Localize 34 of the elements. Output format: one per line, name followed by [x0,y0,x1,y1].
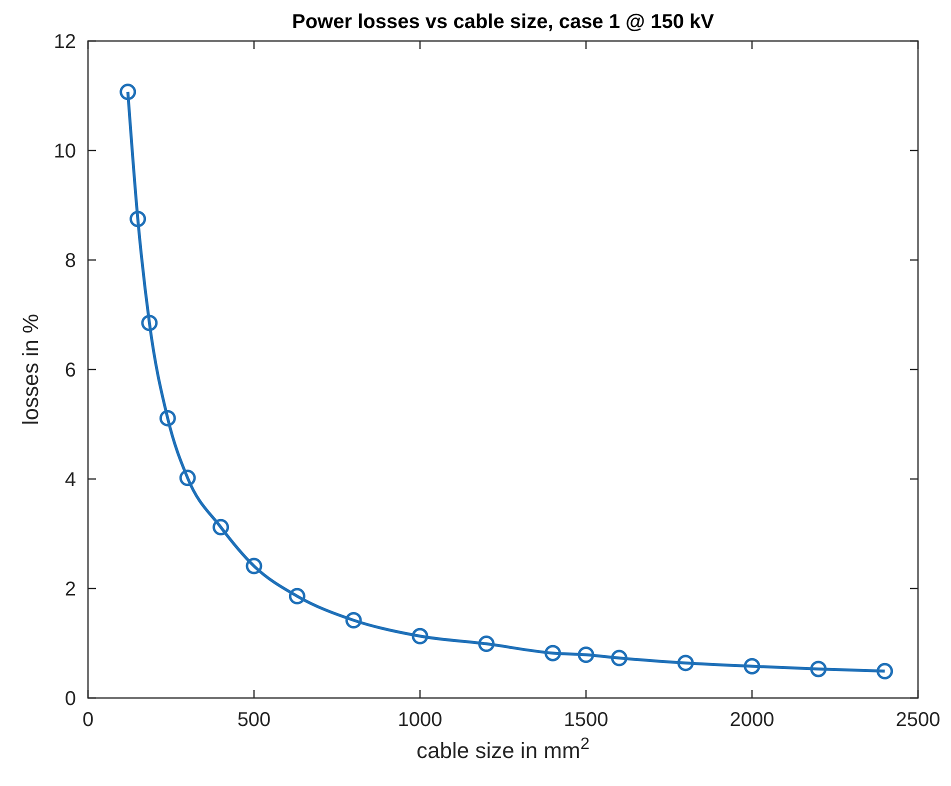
y-tick-label: 8 [64,250,76,272]
y-axis-title: losses in % [18,314,43,426]
point [246,558,262,574]
point [345,612,362,629]
point [744,658,760,674]
y-tick-label: 6 [64,360,76,382]
point [212,518,230,536]
point [130,210,146,228]
point [610,650,628,666]
point [159,410,176,426]
point [544,644,562,662]
y-tick-label: 4 [64,469,76,491]
point [677,654,694,672]
x-tick-label: 500 [237,709,271,731]
y-tick-label: 12 [54,31,76,53]
point [876,662,894,680]
point [478,636,495,652]
y-tick-label: 2 [64,578,76,600]
x-axis-title: cable size in mm$^{2}$ [416,735,590,763]
chart-title: Power losses vs cable size, case 1 @ 150 kV [292,11,715,33]
point [288,588,306,604]
y-tick-label: 0 [64,688,76,710]
point [810,660,827,678]
point [141,314,158,332]
y-tick-label: 10 [54,140,76,162]
x-tick-label: 1000 [398,709,442,731]
point [179,470,196,486]
point [578,646,594,663]
x-tick-label: 1500 [564,709,608,731]
x-tick-label: 2000 [730,709,774,731]
x-tick-label: 2500 [896,709,940,731]
point [120,84,136,100]
point [412,628,428,644]
x-tick-label: 0 [82,709,94,731]
